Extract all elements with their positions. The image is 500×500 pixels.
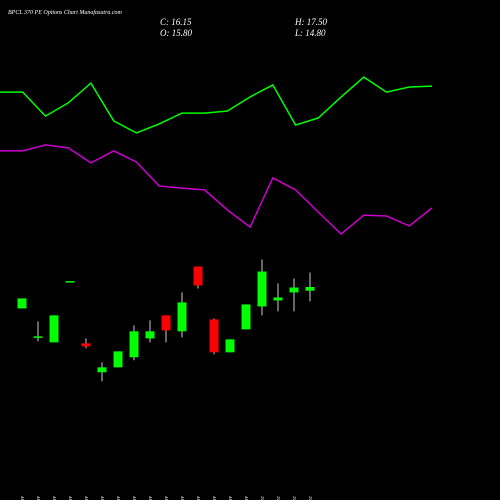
x-tick-label: 06 Nov <box>52 496 58 500</box>
high-label: H: 17.50 <box>294 17 327 27</box>
candle-body <box>81 343 91 347</box>
indicator-line <box>0 76 433 134</box>
x-tick-label: 11 Nov <box>68 496 74 500</box>
x-tick-label: 01 Dec <box>260 496 266 500</box>
x-tick-label: 27 Nov <box>228 496 234 500</box>
x-tick-label: 26 Nov <box>212 496 218 500</box>
x-tick-label: 03 Dec <box>292 496 298 500</box>
open-label: O: 15.80 <box>160 28 192 38</box>
candle-body <box>49 315 59 343</box>
candle-body <box>145 331 155 339</box>
x-tick-label: 24 Nov <box>179 496 186 500</box>
candle-body <box>193 266 203 286</box>
candle-body <box>209 319 219 353</box>
candle-body <box>17 298 27 309</box>
x-tick-label: 03 Nov <box>20 496 26 500</box>
x-tick-label: 02 Dec <box>276 496 282 500</box>
x-tick-label: 12 Nov <box>84 496 90 500</box>
close-label: C: 16.15 <box>160 17 192 27</box>
candle-body <box>129 331 139 358</box>
candle-body <box>97 367 107 373</box>
x-tick-label: 04 Dec <box>307 496 314 500</box>
x-tick-label: 04 Nov <box>35 496 42 500</box>
candle-body <box>161 315 171 331</box>
candle-body <box>305 286 315 291</box>
candle-body <box>241 304 251 330</box>
x-tick-label: 17 Nov <box>100 496 106 500</box>
candle-body <box>177 302 187 332</box>
x-tick-label: 18 Nov <box>116 496 122 500</box>
chart-title: BPCL 370 PE Options Chart Munafasutra.co… <box>8 9 123 16</box>
x-tick-label: 28 Nov <box>244 496 250 500</box>
candle-body <box>65 281 75 283</box>
x-tick-label: 19 Nov <box>132 496 138 500</box>
indicator-line <box>0 144 433 236</box>
x-tick-label: 25 Nov <box>196 496 202 500</box>
candle-body <box>113 351 123 368</box>
x-tick-label: 20 Nov <box>148 496 154 500</box>
candle-body <box>257 271 267 307</box>
candle-body <box>225 339 235 353</box>
x-tick-label: 21 Nov <box>164 496 170 500</box>
low-label: L: 14.80 <box>294 28 326 38</box>
candle-body <box>33 336 43 338</box>
candle-body <box>273 297 283 301</box>
candle-body <box>289 287 299 293</box>
